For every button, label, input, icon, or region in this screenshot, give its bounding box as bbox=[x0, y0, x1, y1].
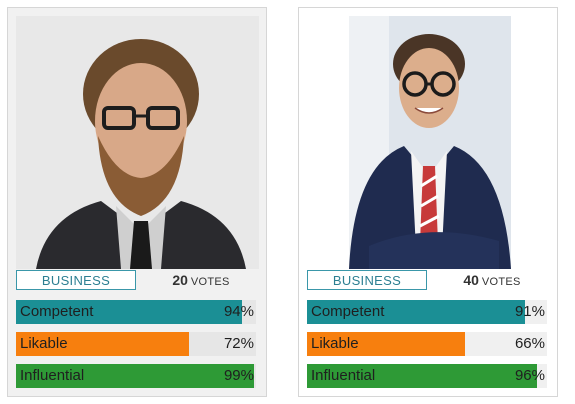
rating-bar-competent: Competent 91% bbox=[307, 300, 547, 324]
rating-bar-likable: Likable 66% bbox=[307, 332, 547, 356]
rating-label: Influential bbox=[311, 367, 376, 384]
profile-card-1[interactable]: BUSINESS 20 votes Competent 94% Likable 7… bbox=[7, 7, 267, 397]
rating-percent: 96% bbox=[514, 367, 545, 384]
rating-fill bbox=[307, 300, 526, 324]
rating-bar-influential: Influential 96% bbox=[307, 364, 547, 388]
vote-count: 40 votes bbox=[437, 272, 547, 288]
rating-fill bbox=[307, 332, 466, 356]
rating-label: Competent bbox=[311, 303, 385, 320]
vote-label: votes bbox=[190, 276, 230, 288]
rating-label: Likable bbox=[311, 335, 359, 352]
rating-percent: 66% bbox=[514, 335, 545, 352]
category-tag[interactable]: BUSINESS bbox=[307, 270, 427, 290]
rating-percent: 94% bbox=[223, 303, 254, 320]
rating-fill bbox=[16, 332, 189, 356]
rating-label: Competent bbox=[20, 303, 94, 320]
rating-fill bbox=[307, 364, 538, 388]
profile-card-2[interactable]: BUSINESS 40 votes Competent 91% Likable 6… bbox=[298, 7, 558, 397]
profile-photo[interactable] bbox=[16, 16, 259, 269]
rating-percent: 91% bbox=[514, 303, 545, 320]
vote-count: 20 votes bbox=[146, 272, 256, 288]
rating-bar-competent: Competent 94% bbox=[16, 300, 256, 324]
vote-number: 20 bbox=[172, 272, 188, 288]
rating-bar-influential: Influential 99% bbox=[16, 364, 256, 388]
rating-fill bbox=[16, 300, 242, 324]
rating-label: Influential bbox=[20, 367, 85, 384]
rating-bar-likable: Likable 72% bbox=[16, 332, 256, 356]
profile-photo[interactable] bbox=[349, 16, 511, 269]
vote-number: 40 bbox=[463, 272, 479, 288]
vote-label: votes bbox=[481, 276, 521, 288]
rating-label: Likable bbox=[20, 335, 68, 352]
rating-fill bbox=[16, 364, 254, 388]
rating-percent: 99% bbox=[223, 367, 254, 384]
category-tag[interactable]: BUSINESS bbox=[16, 270, 136, 290]
rating-percent: 72% bbox=[223, 335, 254, 352]
